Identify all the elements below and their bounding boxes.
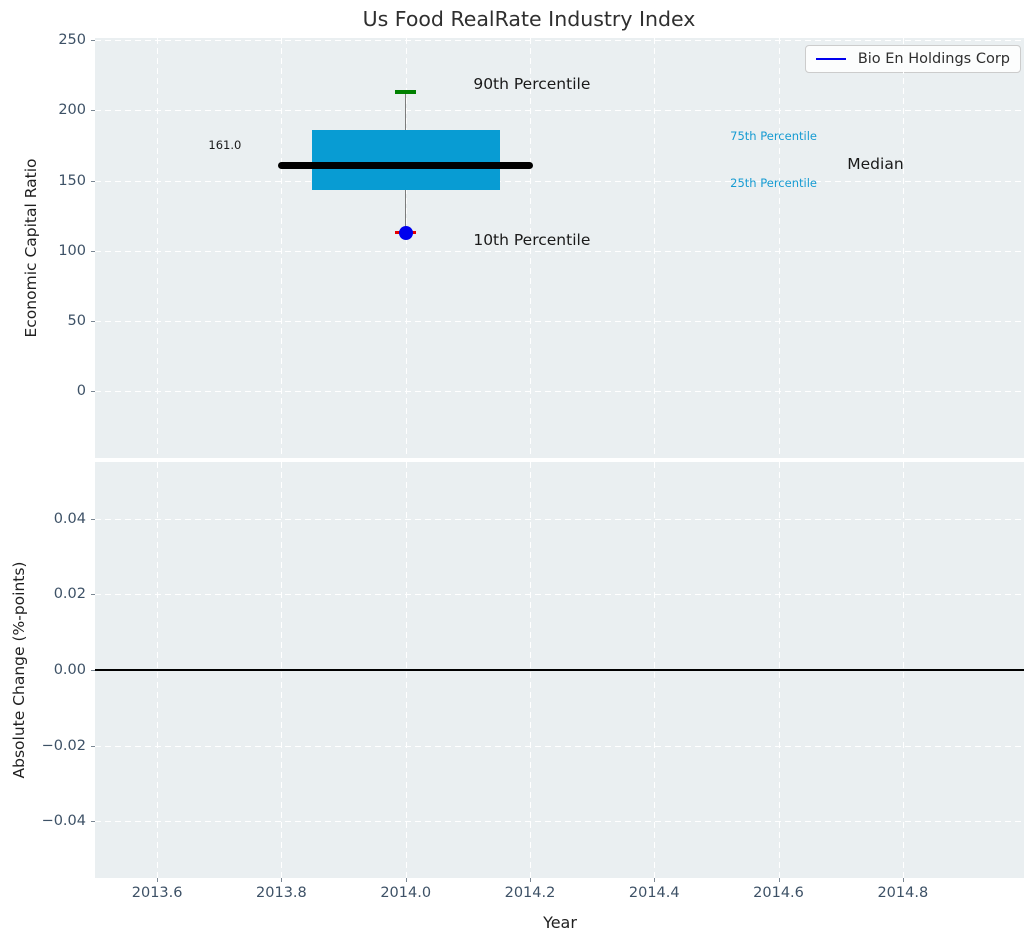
gridline-vertical — [654, 38, 656, 458]
x-tick-label: 2013.6 — [131, 885, 183, 901]
y-tick-label: 50 — [67, 313, 86, 330]
y-tick-label: 250 — [58, 32, 86, 49]
x-tick-mark — [654, 878, 656, 882]
x-tick-label: 2014.4 — [628, 885, 680, 901]
top-axes: Bio En Holdings Corp 0 50 100 150 200 250 90th… — [58, 32, 1024, 458]
gridline-horizontal — [95, 110, 1024, 112]
gridline-vertical — [778, 38, 780, 458]
legend-line-sample — [815, 57, 846, 61]
y-tick-mark — [91, 110, 95, 112]
y-tick-label: −0.04 — [41, 813, 86, 830]
y-tick-mark — [91, 594, 95, 596]
y-tick-mark — [91, 391, 95, 393]
x-tick-mark — [281, 878, 283, 882]
gridline-horizontal — [95, 250, 1024, 252]
legend-label: Bio En Holdings Corp — [857, 51, 1010, 67]
gridline-horizontal — [95, 594, 1024, 596]
top-y-axis-label: Economic Capital Ratio — [22, 158, 40, 338]
annotation: 161.0 — [208, 138, 242, 153]
gridline-vertical — [405, 38, 407, 458]
chart-title: Us Food RealRate Industry Index — [362, 7, 696, 31]
iqr-box — [311, 130, 500, 191]
y-tick-mark — [91, 321, 95, 323]
gridline-vertical — [902, 38, 904, 458]
annotation: 25th Percentile — [730, 176, 817, 191]
bottom-y-axis-label: Absolute Change (%-points) — [10, 561, 28, 779]
y-tick-label: 200 — [58, 102, 86, 119]
y-tick-label: −0.02 — [41, 737, 86, 754]
annotation: 75th Percentile — [730, 128, 817, 143]
y-tick-mark — [91, 250, 95, 252]
y-tick-mark — [91, 518, 95, 520]
annotation: Median — [847, 154, 904, 173]
x-tick-mark — [529, 878, 531, 882]
p90-cap — [395, 90, 416, 95]
gridline-horizontal — [95, 821, 1024, 823]
y-tick-mark — [91, 821, 95, 823]
y-tick-mark — [91, 180, 95, 182]
gridline-vertical — [157, 38, 159, 458]
y-tick-label: 0.02 — [53, 586, 86, 603]
x-tick-mark — [778, 878, 780, 882]
y-tick-label: 150 — [58, 172, 86, 189]
gridline-horizontal — [95, 40, 1024, 42]
gridline-vertical — [281, 38, 283, 458]
y-tick-mark — [91, 40, 95, 42]
y-tick-label: 0.00 — [53, 662, 86, 678]
y-tick-label: 100 — [58, 242, 86, 259]
gridline-horizontal — [95, 391, 1024, 393]
y-tick-mark — [91, 670, 95, 671]
x-tick-label: 2014.0 — [380, 885, 432, 901]
company-point — [398, 225, 413, 240]
x-tick-mark — [902, 878, 904, 882]
gridline-horizontal — [95, 180, 1024, 182]
x-tick-label: 2014.2 — [504, 885, 556, 901]
annotation: 10th Percentile — [473, 230, 591, 249]
x-tick-label: 2014.6 — [753, 885, 804, 901]
x-tick-label: 2013.8 — [256, 885, 307, 901]
gridline-horizontal — [95, 518, 1024, 520]
gridline-horizontal — [95, 321, 1024, 323]
x-tick-label: 2014.8 — [877, 885, 929, 901]
gridline-vertical — [529, 38, 531, 458]
legend: Bio En Holdings Corp — [804, 45, 1021, 73]
gridline-horizontal — [95, 745, 1024, 747]
x-tick-mark — [157, 878, 159, 882]
y-tick-label: 0.04 — [53, 510, 86, 527]
x-axis-label: Year — [543, 913, 577, 932]
y-tick-label: 0 — [76, 383, 86, 400]
bottom-axes: −0.04 −0.02 0.00 0.02 0.04 2013.6 2013.8 2014.0… — [42, 462, 1024, 901]
x-tick-mark — [405, 878, 407, 882]
y-tick-mark — [91, 745, 95, 747]
median-line — [278, 161, 534, 169]
annotation: 90th Percentile — [473, 74, 591, 93]
zero-line — [95, 669, 1024, 671]
